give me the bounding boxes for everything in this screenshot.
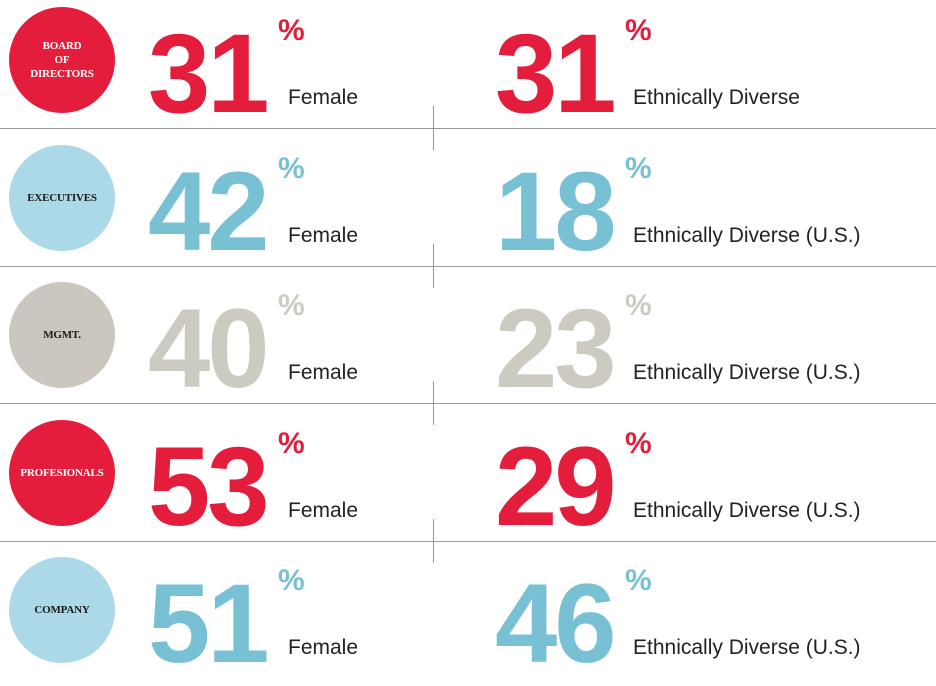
female-caption: Female bbox=[288, 498, 359, 522]
ethnic-number: 18 bbox=[495, 148, 617, 274]
row-label: EXECUTIVES bbox=[27, 191, 97, 204]
ethnic-caption: Ethnically Diverse (U.S.) bbox=[633, 361, 861, 384]
percent-sign: % bbox=[278, 14, 305, 47]
female-caption: Female bbox=[288, 223, 359, 247]
female-number: 51 bbox=[148, 561, 270, 686]
row-circle: EXECUTIVES bbox=[9, 144, 115, 251]
percent-sign: % bbox=[278, 289, 305, 322]
row-label: BOARD bbox=[42, 40, 82, 52]
row-circle: BOARD OF DIRECTORS bbox=[9, 7, 115, 113]
ethnic-caption: Ethnically Diverse (U.S.) bbox=[633, 223, 861, 247]
percent-sign: % bbox=[625, 14, 652, 47]
center-divider bbox=[433, 518, 434, 563]
ethnic-caption: Ethnically Diverse (U.S.) bbox=[633, 636, 861, 659]
row-separator bbox=[0, 403, 936, 404]
center-divider bbox=[433, 243, 434, 288]
percent-sign: % bbox=[278, 151, 305, 185]
percent-sign: % bbox=[278, 426, 305, 460]
row-label: COMPANY bbox=[34, 604, 90, 616]
row-separator bbox=[0, 265, 936, 267]
infographic: (() => { const data = JSON.parse(documen… bbox=[0, 7, 936, 680]
row-circle: PROFESIONALS bbox=[9, 419, 115, 526]
female-caption: Female bbox=[288, 86, 359, 109]
female-number: 42 bbox=[148, 148, 270, 274]
row-separator bbox=[0, 540, 936, 542]
female-number: 40 bbox=[148, 286, 270, 411]
row-circle: COMPANY bbox=[9, 557, 115, 663]
percent-sign: % bbox=[625, 564, 652, 597]
ethnic-caption: Ethnically Diverse bbox=[633, 86, 800, 109]
row-label: OF bbox=[54, 54, 70, 66]
female-number: 31 bbox=[148, 11, 270, 136]
female-number: 53 bbox=[148, 423, 270, 549]
row-label: PROFESIONALS bbox=[20, 466, 104, 479]
row-circle: MGMT. bbox=[9, 282, 115, 388]
center-divider bbox=[433, 381, 434, 425]
percent-sign: % bbox=[278, 564, 305, 597]
ethnic-number: 23 bbox=[495, 286, 617, 411]
ethnic-number: 29 bbox=[495, 423, 617, 549]
percent-sign: % bbox=[625, 426, 652, 460]
ethnic-number: 31 bbox=[495, 11, 617, 136]
percent-sign: % bbox=[625, 151, 652, 185]
row-label: DIRECTORS bbox=[30, 68, 94, 80]
row-separator bbox=[0, 128, 936, 129]
ethnic-number: 46 bbox=[495, 561, 617, 686]
center-divider bbox=[433, 106, 434, 150]
row-label: MGMT. bbox=[43, 329, 81, 341]
female-caption: Female bbox=[288, 636, 359, 659]
percent-sign: % bbox=[625, 289, 652, 322]
female-caption: Female bbox=[288, 361, 359, 384]
ethnic-caption: Ethnically Diverse (U.S.) bbox=[633, 498, 861, 522]
